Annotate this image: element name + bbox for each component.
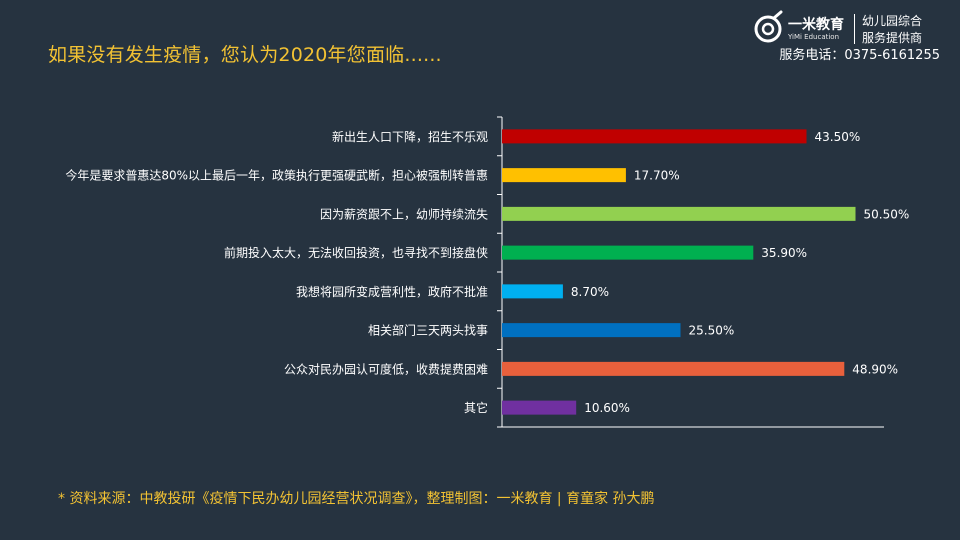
data-label-0: 43.50% <box>815 130 861 144</box>
bar-5 <box>502 323 681 338</box>
category-label-3: 前期投入太大，无法收回投资，也寻找不到接盘侠 <box>224 245 488 260</box>
bar-1 <box>502 168 626 183</box>
data-label-1: 17.70% <box>634 169 680 183</box>
data-label-2: 50.50% <box>864 207 910 221</box>
bar-6 <box>502 361 845 376</box>
source-note: * 资料来源：中教投研《疫情下民办幼儿园经营状况调查》，整理制图：一米教育 | … <box>58 491 655 507</box>
data-label-7: 10.60% <box>584 401 630 415</box>
page-title: 如果没有发生疫情，您认为2020年您面临...... <box>48 44 442 66</box>
brand-logo-block: 一米教育 YiMi Education 幼儿园综合 服务提供商 <box>750 8 940 66</box>
category-label-7: 其它 <box>464 400 488 415</box>
service-phone: 服务电话：0375-6161255 <box>779 48 940 63</box>
brand-divider <box>854 14 855 44</box>
category-label-0: 新出生人口下降，招生不乐观 <box>332 129 488 144</box>
data-label-3: 35.90% <box>761 246 807 260</box>
brand-tagline-1: 幼儿园综合 <box>862 14 923 28</box>
category-label-4: 我想将园所变成营利性，政府不批准 <box>296 284 488 299</box>
category-label-5: 相关部门三天两头找事 <box>368 323 488 338</box>
data-label-6: 48.90% <box>852 362 898 376</box>
data-label-4: 8.70% <box>571 285 609 299</box>
bar-7 <box>502 400 577 415</box>
data-label-5: 25.50% <box>689 324 735 338</box>
bar-3 <box>502 245 754 260</box>
brand-logo-icon <box>754 10 783 43</box>
brand-tagline-2: 服务提供商 <box>862 31 923 45</box>
category-label-1: 今年是要求普惠达80%以上最后一年，政策执行更强硬武断，担心被强制转普惠 <box>65 168 488 183</box>
bar-4 <box>502 284 563 299</box>
bar-0 <box>502 129 807 144</box>
brand-name: 一米教育 <box>788 17 844 33</box>
brand-subtitle: YiMi Education <box>788 33 840 41</box>
bar-2 <box>502 206 856 221</box>
category-label-6: 公众对民办园认可度低，收费提费困难 <box>284 361 488 376</box>
category-label-2: 因为薪资跟不上，幼师持续流失 <box>320 206 488 221</box>
